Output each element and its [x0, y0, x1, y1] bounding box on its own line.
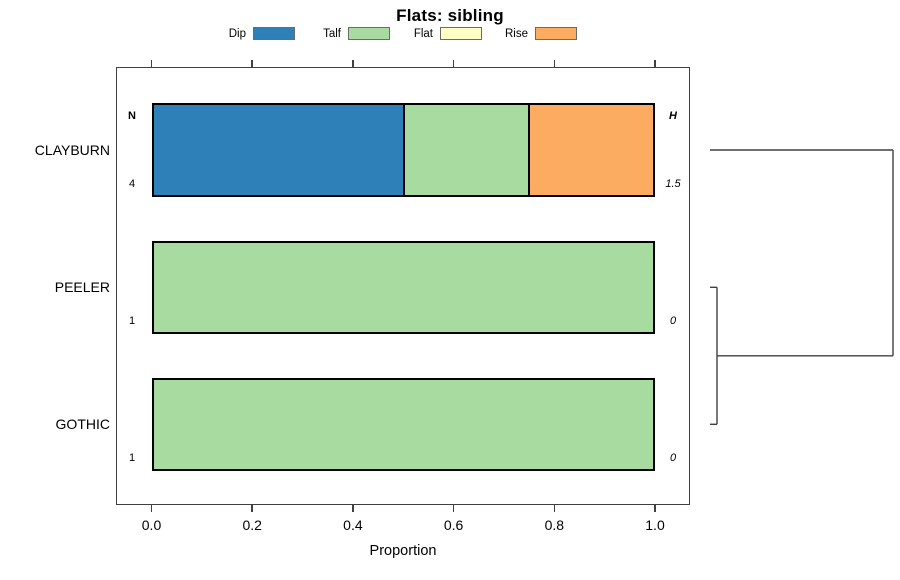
n-value: 1	[128, 452, 136, 465]
axis-tick-bottom	[553, 505, 556, 512]
category-label: GOTHIC	[55, 416, 110, 433]
n-column-header: N	[128, 110, 136, 123]
bar-segment-talf	[153, 379, 653, 470]
category-label: CLAYBURN	[34, 142, 110, 158]
axis-tick-label: 0.0	[141, 517, 162, 533]
axis-tick-top	[150, 60, 153, 67]
bar-segment-rise	[528, 105, 653, 195]
axis-tick-bottom	[251, 505, 253, 512]
axis-tick-top	[452, 60, 455, 67]
axis-tick-top	[352, 60, 354, 67]
h-value: 0	[669, 452, 677, 465]
category-label: PEELER	[54, 279, 110, 296]
stacked-bar	[151, 377, 655, 472]
axis-tick-label: 0.8	[544, 517, 565, 533]
legend-swatch	[253, 27, 295, 40]
h-column-header: H	[669, 110, 677, 123]
legend-label: Flat	[413, 28, 433, 40]
axis-tick-label: 1.0	[645, 517, 665, 533]
legend-label: Talf	[323, 28, 341, 40]
axis-tick-bottom	[150, 505, 153, 512]
axis-tick-top	[553, 60, 556, 67]
h-value: 0	[669, 315, 677, 328]
axis-tick-top	[251, 60, 253, 67]
chart-title: Flats: sibling	[396, 6, 504, 25]
bar-segment-talf	[403, 105, 529, 195]
legend-swatch	[440, 27, 482, 40]
bar-segment-dip	[153, 105, 404, 195]
stacked-bar	[151, 240, 655, 335]
axis-tick-label: 0.2	[242, 517, 262, 533]
legend-swatch	[535, 27, 577, 40]
axis-tick-top	[654, 60, 656, 67]
n-value: 4	[128, 177, 136, 190]
legend-label: Dip	[228, 28, 246, 40]
axis-tick-bottom	[452, 505, 455, 512]
axis-tick-label: 0.4	[343, 517, 363, 533]
plot-area	[116, 67, 690, 505]
bar-segment-talf	[153, 242, 653, 333]
axis-tick-label: 0.6	[443, 517, 464, 533]
legend-swatch	[348, 27, 390, 40]
stacked-bar	[151, 103, 655, 197]
axis-tick-bottom	[654, 505, 656, 512]
axis-tick-bottom	[352, 505, 354, 512]
legend-label: Rise	[504, 28, 528, 40]
x-axis-label: Proportion	[369, 543, 437, 559]
h-value: 1.5	[665, 177, 681, 190]
n-value: 1	[128, 315, 136, 328]
